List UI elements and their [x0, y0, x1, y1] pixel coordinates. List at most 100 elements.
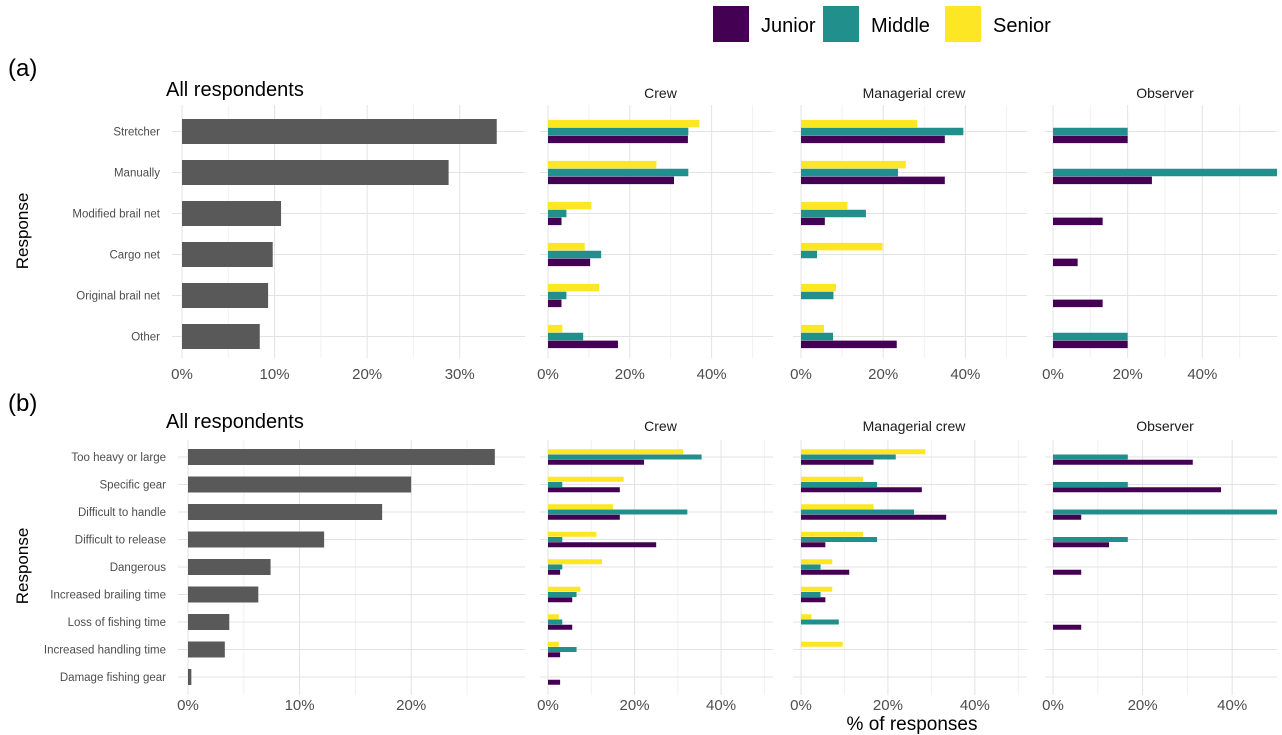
bar-middle: [548, 647, 577, 652]
facet-title: Managerial crew: [863, 85, 967, 101]
legend-swatch-junior: [713, 6, 749, 42]
bar-junior: [801, 459, 874, 465]
bar-junior: [801, 487, 922, 493]
bar-middle: [801, 619, 839, 625]
overall-bar: [188, 641, 225, 658]
bar-junior: [801, 569, 850, 575]
overall-bar: [182, 242, 273, 267]
bar-senior: [548, 160, 657, 169]
overall-bar: [182, 160, 449, 185]
x-tick-label: 20%: [868, 366, 898, 383]
facet-managerial-crew: Managerial crew 0% 20% 40%: [790, 418, 1027, 714]
bar-junior: [548, 487, 620, 493]
panel-tag: (a): [8, 55, 37, 82]
bar-senior: [801, 531, 864, 537]
x-tick-label: 0%: [1042, 697, 1064, 714]
category-label: Other: [131, 332, 160, 344]
bar-junior: [1053, 217, 1103, 226]
overall-bar: [182, 119, 497, 144]
bar-junior: [1053, 299, 1103, 308]
bar-middle: [801, 168, 898, 177]
bar-middle: [801, 454, 896, 460]
bar-junior: [548, 652, 561, 658]
bar-senior: [801, 242, 883, 251]
bar-senior: [801, 586, 833, 592]
bar-junior: [1053, 459, 1193, 465]
x-tick-label: 20%: [352, 366, 382, 383]
x-tick-label: 20%: [615, 366, 645, 383]
bar-middle: [1053, 127, 1128, 136]
bar-junior: [1053, 542, 1109, 548]
bar-middle: [548, 592, 577, 597]
bar-junior: [801, 176, 945, 185]
bar-senior: [548, 641, 559, 647]
facet-observer: Observer 0% 20% 40%: [1042, 418, 1277, 714]
overall-bar: [188, 559, 271, 575]
category-label: Increased brailing time: [50, 590, 166, 602]
bar-senior: [801, 559, 833, 565]
category-label: Specific gear: [100, 480, 167, 492]
legend: Junior Middle Senior: [713, 6, 1051, 42]
bar-junior: [1053, 176, 1152, 185]
bar-junior: [548, 542, 657, 548]
bar-junior: [1053, 514, 1082, 520]
panel-b: (b) All respondents Response 0% 10% 20% Too he…: [8, 390, 1277, 714]
bar-senior: [548, 324, 563, 333]
category-label: Dangerous: [110, 562, 167, 574]
overall-plot: 0% 10% 20% 30% Stretcher Manually Modified bra…: [72, 105, 525, 383]
legend-label-junior: Junior: [761, 15, 816, 37]
bar-junior: [1053, 135, 1128, 144]
overall-bar: [188, 449, 495, 465]
bar-middle: [548, 482, 563, 487]
x-tick-label: 10%: [285, 697, 315, 714]
bar-senior: [801, 283, 836, 292]
bar-junior: [801, 597, 826, 603]
category-label: Manually: [114, 168, 160, 180]
bar-middle: [548, 454, 702, 460]
bar-middle: [1053, 482, 1128, 487]
facet-managerial-crew: Managerial crew 0% 20% 40%: [790, 85, 1027, 383]
bar-senior: [801, 449, 926, 455]
facet-crew: Crew 0% 20% 40%: [537, 85, 773, 383]
bar-senior: [548, 449, 683, 455]
x-tick-label: 40%: [706, 697, 736, 714]
facet-title: Observer: [1136, 418, 1194, 434]
bar-junior: [1053, 258, 1078, 267]
facet-title: Crew: [644, 418, 678, 434]
category-label: Increased handling time: [44, 645, 166, 657]
bar-senior: [801, 476, 864, 482]
bar-senior: [801, 641, 843, 647]
bar-middle: [1053, 509, 1277, 515]
x-tick-label: 20%: [1128, 697, 1158, 714]
bar-middle: [801, 209, 866, 218]
bar-junior: [801, 542, 826, 548]
legend-label-senior: Senior: [993, 15, 1051, 37]
bar-senior: [548, 242, 585, 251]
facet-observer: Observer 0% 20% 40%: [1042, 85, 1277, 383]
x-tick-label: 0%: [1042, 366, 1064, 383]
bar-middle: [548, 332, 584, 341]
category-label: Difficult to release: [75, 535, 166, 547]
bar-middle: [801, 127, 964, 136]
bar-middle: [548, 537, 563, 542]
overall-bar: [188, 476, 412, 493]
bar-middle: [548, 619, 563, 625]
bar-junior: [548, 597, 573, 603]
bar-middle: [548, 168, 689, 177]
bar-junior: [548, 459, 645, 465]
bar-junior: [1053, 340, 1128, 349]
panel-tag: (b): [8, 390, 37, 417]
x-tick-label: 0%: [790, 697, 812, 714]
overall-plot: 0% 10% 20% Too heavy or large Specific gear D…: [44, 440, 525, 714]
overall-bar: [182, 201, 282, 226]
x-tick-label: 30%: [445, 366, 475, 383]
x-tick-label: 20%: [620, 697, 650, 714]
category-label: Damage fishing gear: [60, 672, 166, 684]
x-tick-label: 0%: [537, 697, 559, 714]
bar-middle: [548, 291, 567, 300]
bar-middle: [548, 564, 563, 570]
facet-crew: Crew 0% 20% 40%: [537, 418, 773, 714]
bar-junior: [801, 514, 947, 520]
bar-junior: [801, 340, 897, 349]
x-tick-label: 20%: [1113, 366, 1143, 383]
